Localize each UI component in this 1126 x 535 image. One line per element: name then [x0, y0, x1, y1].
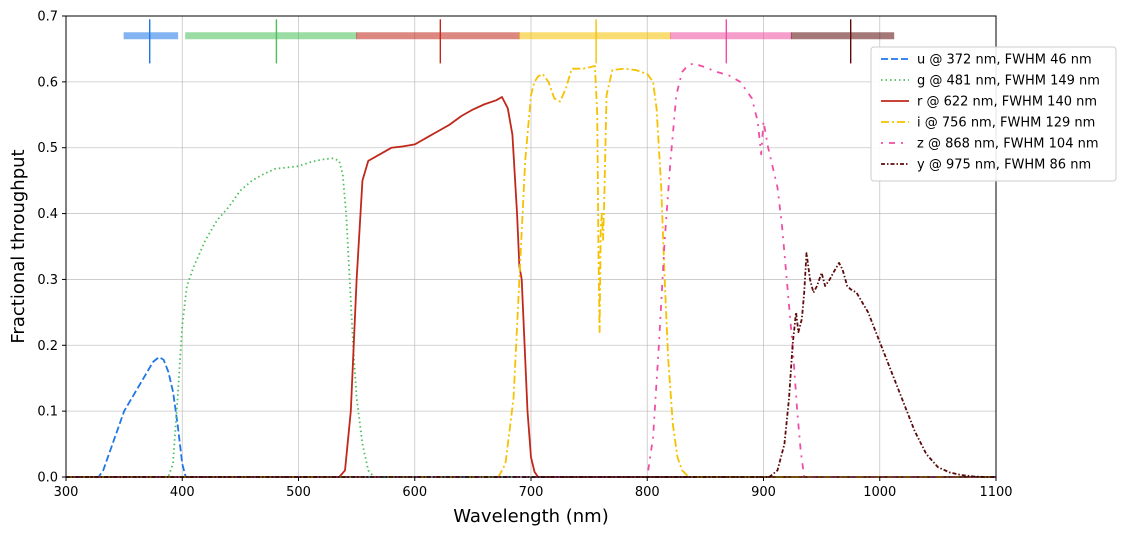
legend-label: r @ 622 nm, FWHM 140 nm	[917, 95, 1097, 110]
x-tick-label: 900	[751, 485, 776, 500]
band-bar	[123, 32, 179, 40]
y-tick-label: 0.3	[37, 273, 58, 288]
ticks-layer: 300 400 500 600 700 800 900 1000 1100 0.0 0.1 0.2 0.…	[37, 10, 1012, 501]
legend-label: i @ 756 nm, FWHM 129 nm	[917, 116, 1095, 131]
x-tick-label: 600	[402, 485, 427, 500]
legend-label: g @ 481 nm, FWHM 149 nm	[917, 74, 1100, 89]
band-bar	[185, 32, 358, 40]
y-tick-label: 0.5	[37, 141, 58, 156]
legend-label: z @ 868 nm, FWHM 104 nm	[917, 137, 1099, 152]
x-tick-label: 800	[635, 485, 660, 500]
x-tick-label: 1100	[979, 485, 1012, 500]
x-axis-label: Wavelength (nm)	[453, 506, 609, 527]
y-tick-label: 0.0	[37, 471, 58, 486]
y-tick-label: 0.2	[37, 339, 58, 354]
series-line	[66, 356, 996, 478]
y-tick-label: 0.6	[37, 75, 58, 90]
legend-box	[870, 46, 1117, 182]
x-tick-label: 300	[54, 485, 79, 500]
y-axis-label: Fractional throughput	[8, 149, 29, 343]
series-line	[66, 157, 996, 478]
x-tick-label: 400	[170, 485, 195, 500]
legend-label: y @ 975 nm, FWHM 86 nm	[917, 158, 1091, 173]
series-line	[66, 252, 996, 478]
band-bar	[518, 32, 671, 40]
x-tick-label: 700	[519, 485, 544, 500]
band-bar	[670, 32, 792, 40]
band-bar	[356, 32, 520, 40]
y-tick-label: 0.7	[37, 10, 58, 25]
series-line	[66, 96, 996, 478]
x-tick-label: 1000	[863, 485, 896, 500]
legend: u @ 372 nm, FWHM 46 nm g @ 481 nm, FWHM 1…	[870, 46, 1117, 182]
legend-label: u @ 372 nm, FWHM 46 nm	[917, 53, 1092, 68]
y-tick-label: 0.1	[37, 405, 58, 420]
series-layer	[66, 62, 996, 478]
band-markers-layer	[123, 19, 895, 64]
grid-layer	[65, 15, 997, 478]
y-tick-label: 0.4	[37, 207, 58, 222]
series-line	[66, 65, 996, 478]
band-bar	[790, 32, 895, 40]
x-tick-label: 500	[286, 485, 311, 500]
